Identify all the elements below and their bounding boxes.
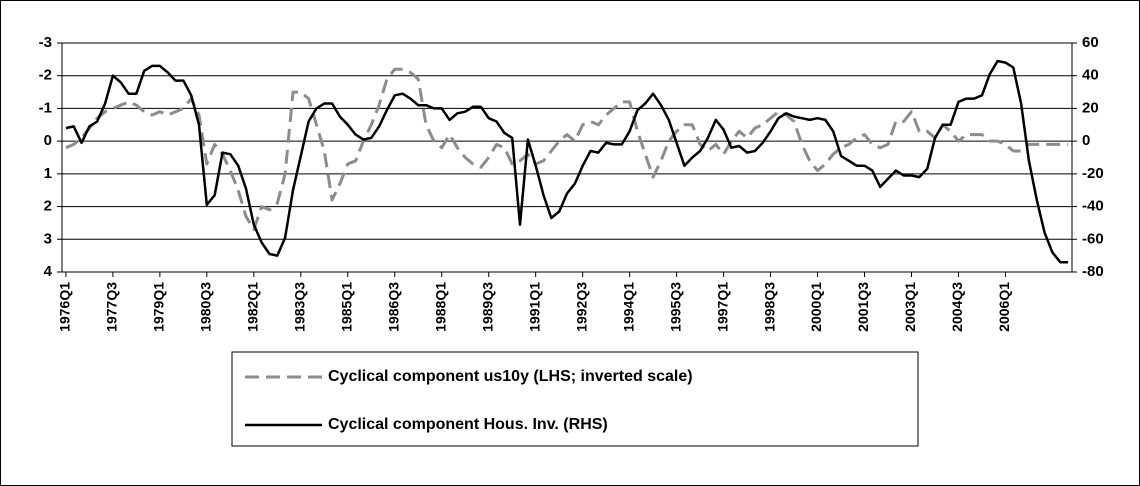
- x-tick-label: 2003Q1: [902, 282, 918, 332]
- y2-tick-label: 20: [1082, 99, 1099, 116]
- x-tick-label: 1976Q1: [57, 282, 73, 332]
- y2-tick-label: 40: [1082, 67, 1099, 84]
- x-tick-label: 2001Q3: [855, 282, 871, 332]
- y-tick-label: -1: [39, 99, 52, 116]
- y2-tick-label: -20: [1082, 165, 1104, 182]
- y-tick-label: 1: [44, 165, 52, 182]
- y2-tick-label: 60: [1082, 34, 1099, 51]
- x-tick-label: 1983Q3: [292, 282, 308, 332]
- y-tick-label: -2: [39, 67, 52, 84]
- y-tick-label: 3: [44, 230, 52, 247]
- x-tick-label: 1982Q1: [245, 282, 261, 332]
- x-tick-label: 2000Q1: [808, 282, 824, 332]
- y2-tick-label: -60: [1082, 230, 1104, 247]
- y-tick-label: -3: [39, 34, 52, 51]
- legend-box: [231, 351, 919, 447]
- x-tick-label: 1989Q3: [479, 282, 495, 332]
- x-tick-label: 1986Q3: [385, 282, 401, 332]
- x-tick-label: 1995Q3: [667, 282, 683, 332]
- y-tick-label: 2: [44, 198, 52, 215]
- x-tick-label: 1994Q1: [620, 282, 636, 332]
- x-tick-label: 1977Q3: [104, 282, 120, 332]
- x-tick-label: 2004Q3: [949, 282, 965, 332]
- legend-label: Cyclical component us10y (LHS; inverted …: [328, 368, 693, 385]
- x-tick-label: 2006Q1: [996, 282, 1012, 332]
- y2-tick-label: -80: [1082, 263, 1104, 280]
- x-tick-label: 1991Q1: [526, 282, 542, 332]
- x-tick-label: 1992Q3: [573, 282, 589, 332]
- x-tick-label: 1998Q3: [761, 282, 777, 332]
- legend-label: Cyclical component Hous. Inv. (RHS): [328, 416, 608, 433]
- y2-tick-label: 0: [1082, 132, 1090, 149]
- y-tick-label: 0: [44, 132, 52, 149]
- x-tick-label: 1988Q1: [432, 282, 448, 332]
- x-tick-label: 1980Q3: [198, 282, 214, 332]
- series-line: [65, 67, 1069, 231]
- x-tick-label: 1979Q1: [151, 282, 167, 332]
- y-tick-label: 4: [44, 263, 53, 280]
- x-tick-label: 1997Q1: [714, 282, 730, 332]
- y2-tick-label: -40: [1082, 198, 1104, 215]
- series-line: [65, 59, 1069, 264]
- x-tick-label: 1985Q1: [338, 282, 354, 332]
